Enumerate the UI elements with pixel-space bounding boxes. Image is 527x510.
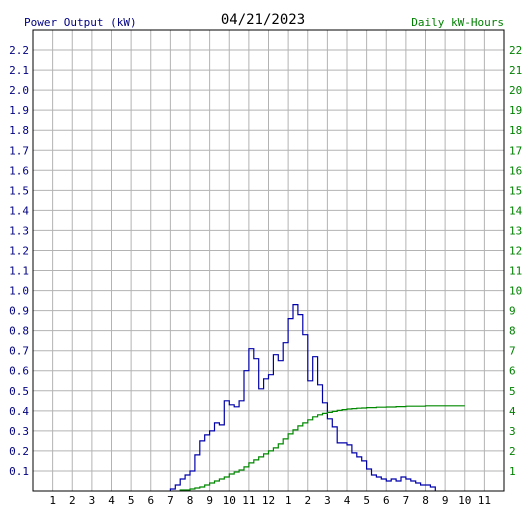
x-tick-label: 11 bbox=[242, 494, 255, 507]
y2-tick-label: 14 bbox=[509, 204, 523, 217]
y-tick-label: 1.6 bbox=[9, 164, 29, 177]
x-tick-label: 2 bbox=[69, 494, 76, 507]
grid-lines bbox=[33, 30, 504, 491]
y-tick-label: 1.1 bbox=[9, 265, 29, 278]
x-tick-label: 12 bbox=[262, 494, 275, 507]
y-tick-label: 2.2 bbox=[9, 44, 29, 57]
y-tick-label: 0.9 bbox=[9, 305, 29, 318]
x-tick-label: 3 bbox=[89, 494, 96, 507]
y2-tick-label: 18 bbox=[509, 124, 522, 137]
x-tick-label: 10 bbox=[458, 494, 471, 507]
y2-tick-label: 10 bbox=[509, 285, 522, 298]
plot-frame bbox=[32, 29, 505, 492]
y2-tick-label: 5 bbox=[509, 385, 516, 398]
y-tick-label: 0.8 bbox=[9, 325, 29, 338]
y2-tick-label: 16 bbox=[509, 164, 522, 177]
x-tick-label: 1 bbox=[49, 494, 56, 507]
y2-tick-label: 8 bbox=[509, 325, 516, 338]
y-tick-label: 0.2 bbox=[9, 445, 29, 458]
y2-tick-label: 4 bbox=[509, 405, 516, 418]
x-tick-label: 11 bbox=[478, 494, 491, 507]
left-axis-ticks: 0.1 0.2 0.3 0.4 0.5 0.6 0.7 0.8 0.9 1.0 1.1 1.2 1.3 1… bbox=[9, 44, 29, 478]
y2-tick-label: 12 bbox=[509, 244, 522, 257]
x-tick-label: 9 bbox=[206, 494, 213, 507]
x-tick-label: 4 bbox=[108, 494, 115, 507]
chart-date-title: 04/21/2023 bbox=[221, 12, 305, 28]
x-tick-label: 3 bbox=[324, 494, 331, 507]
y2-tick-label: 7 bbox=[509, 345, 516, 358]
x-tick-label: 7 bbox=[403, 494, 410, 507]
x-tick-label: 9 bbox=[442, 494, 449, 507]
y2-tick-label: 13 bbox=[509, 224, 522, 237]
x-tick-label: 5 bbox=[128, 494, 135, 507]
energy-series-line bbox=[179, 405, 465, 491]
y2-tick-label: 11 bbox=[509, 265, 522, 278]
y-tick-label: 1.0 bbox=[9, 285, 29, 298]
left-axis-title: Power Output (kW) bbox=[24, 16, 137, 29]
y2-tick-label: 1 bbox=[509, 465, 516, 478]
y-tick-label: 0.7 bbox=[9, 345, 29, 358]
y-tick-label: 1.9 bbox=[9, 104, 29, 117]
x-axis-ticks: 1 2 3 4 5 6 7 8 9 10 11 12 1 2 3 4 5 6 7 8 9 10 11 bbox=[49, 494, 491, 507]
y-tick-label: 1.8 bbox=[9, 124, 29, 137]
y-tick-label: 0.4 bbox=[9, 405, 29, 418]
x-tick-label: 7 bbox=[167, 494, 174, 507]
y-tick-label: 1.2 bbox=[9, 244, 29, 257]
y2-tick-label: 15 bbox=[509, 184, 522, 197]
y-tick-label: 0.5 bbox=[9, 385, 29, 398]
x-tick-label: 2 bbox=[304, 494, 311, 507]
x-tick-label: 5 bbox=[363, 494, 370, 507]
y2-tick-label: 20 bbox=[509, 84, 522, 97]
y-tick-label: 1.5 bbox=[9, 184, 29, 197]
y-tick-label: 2.0 bbox=[9, 84, 29, 97]
y2-tick-label: 3 bbox=[509, 425, 516, 438]
x-tick-label: 6 bbox=[147, 494, 154, 507]
y2-tick-label: 6 bbox=[509, 365, 516, 378]
y-tick-label: 1.4 bbox=[9, 204, 29, 217]
y-tick-label: 0.1 bbox=[9, 465, 29, 478]
x-tick-label: 4 bbox=[344, 494, 351, 507]
x-tick-label: 8 bbox=[422, 494, 429, 507]
y2-tick-label: 17 bbox=[509, 144, 522, 157]
y-tick-label: 2.1 bbox=[9, 64, 29, 77]
x-tick-label: 10 bbox=[223, 494, 236, 507]
y2-tick-label: 19 bbox=[509, 104, 522, 117]
y-tick-label: 1.3 bbox=[9, 224, 29, 237]
y-tick-label: 0.6 bbox=[9, 365, 29, 378]
y-tick-label: 1.7 bbox=[9, 144, 29, 157]
y2-tick-label: 2 bbox=[509, 445, 516, 458]
y-tick-label: 0.3 bbox=[9, 425, 29, 438]
y2-tick-label: 21 bbox=[509, 64, 522, 77]
x-tick-label: 6 bbox=[383, 494, 390, 507]
power-series-line bbox=[169, 304, 436, 491]
y2-tick-label: 9 bbox=[509, 305, 516, 318]
y2-tick-label: 22 bbox=[509, 44, 522, 57]
data-series bbox=[169, 304, 465, 491]
x-tick-label: 8 bbox=[187, 494, 194, 507]
x-tick-label: 1 bbox=[285, 494, 292, 507]
right-axis-title: Daily kW-Hours bbox=[411, 16, 504, 29]
